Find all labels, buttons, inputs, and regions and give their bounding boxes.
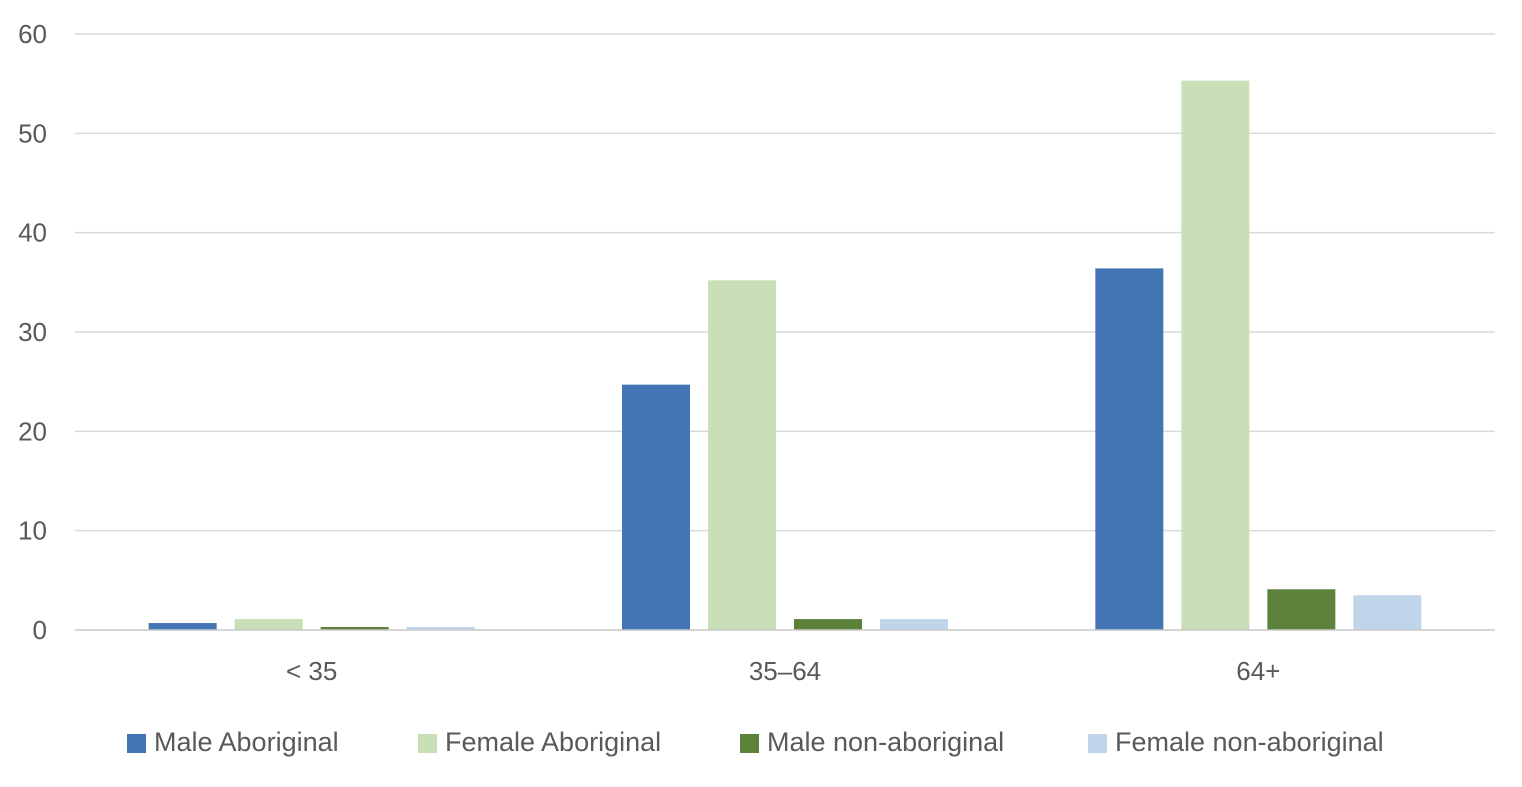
- legend-item: Male non-aboriginal: [740, 727, 1004, 757]
- bars: [148, 80, 1422, 631]
- bar: [406, 627, 475, 630]
- y-tick-label: 60: [18, 19, 47, 49]
- x-tick-label: 35–64: [749, 656, 821, 686]
- bar: [794, 619, 862, 630]
- legend-swatch: [740, 734, 759, 753]
- y-axis-ticks: 0 10 20 30 40 50 60: [18, 19, 47, 645]
- bar: [234, 619, 303, 630]
- legend: Male Aboriginal Female Aboriginal Male non…: [127, 727, 1384, 757]
- bar: [622, 384, 690, 630]
- y-tick-label: 10: [18, 516, 47, 546]
- y-tick-label: 30: [18, 317, 47, 347]
- legend-swatch: [127, 734, 146, 753]
- bar: [880, 619, 948, 630]
- y-tick-label: 0: [33, 615, 47, 645]
- bar: [1181, 80, 1250, 631]
- legend-item: Female non-aboriginal: [1088, 727, 1384, 757]
- x-tick-label: < 35: [286, 656, 337, 686]
- legend-item: Female Aboriginal: [418, 727, 661, 757]
- y-tick-label: 20: [18, 416, 47, 446]
- bar: [320, 627, 389, 630]
- legend-label: Female non-aboriginal: [1115, 727, 1384, 757]
- x-tick-label: 64+: [1236, 656, 1280, 686]
- x-axis-ticks: < 35 35–64 64+: [286, 656, 1280, 686]
- bar: [1353, 595, 1422, 630]
- legend-swatch: [1088, 734, 1107, 753]
- bar: [708, 280, 776, 630]
- bar: [1267, 589, 1336, 630]
- bar: [148, 623, 217, 630]
- bar: [1095, 268, 1164, 630]
- legend-label: Female Aboriginal: [445, 727, 661, 757]
- legend-swatch: [418, 734, 437, 753]
- legend-label: Male Aboriginal: [154, 727, 339, 757]
- gridlines: [75, 33, 1495, 532]
- legend-label: Male non-aboriginal: [767, 727, 1004, 757]
- legend-item: Male Aboriginal: [127, 727, 339, 757]
- y-tick-label: 40: [18, 218, 47, 248]
- y-tick-label: 50: [18, 118, 47, 148]
